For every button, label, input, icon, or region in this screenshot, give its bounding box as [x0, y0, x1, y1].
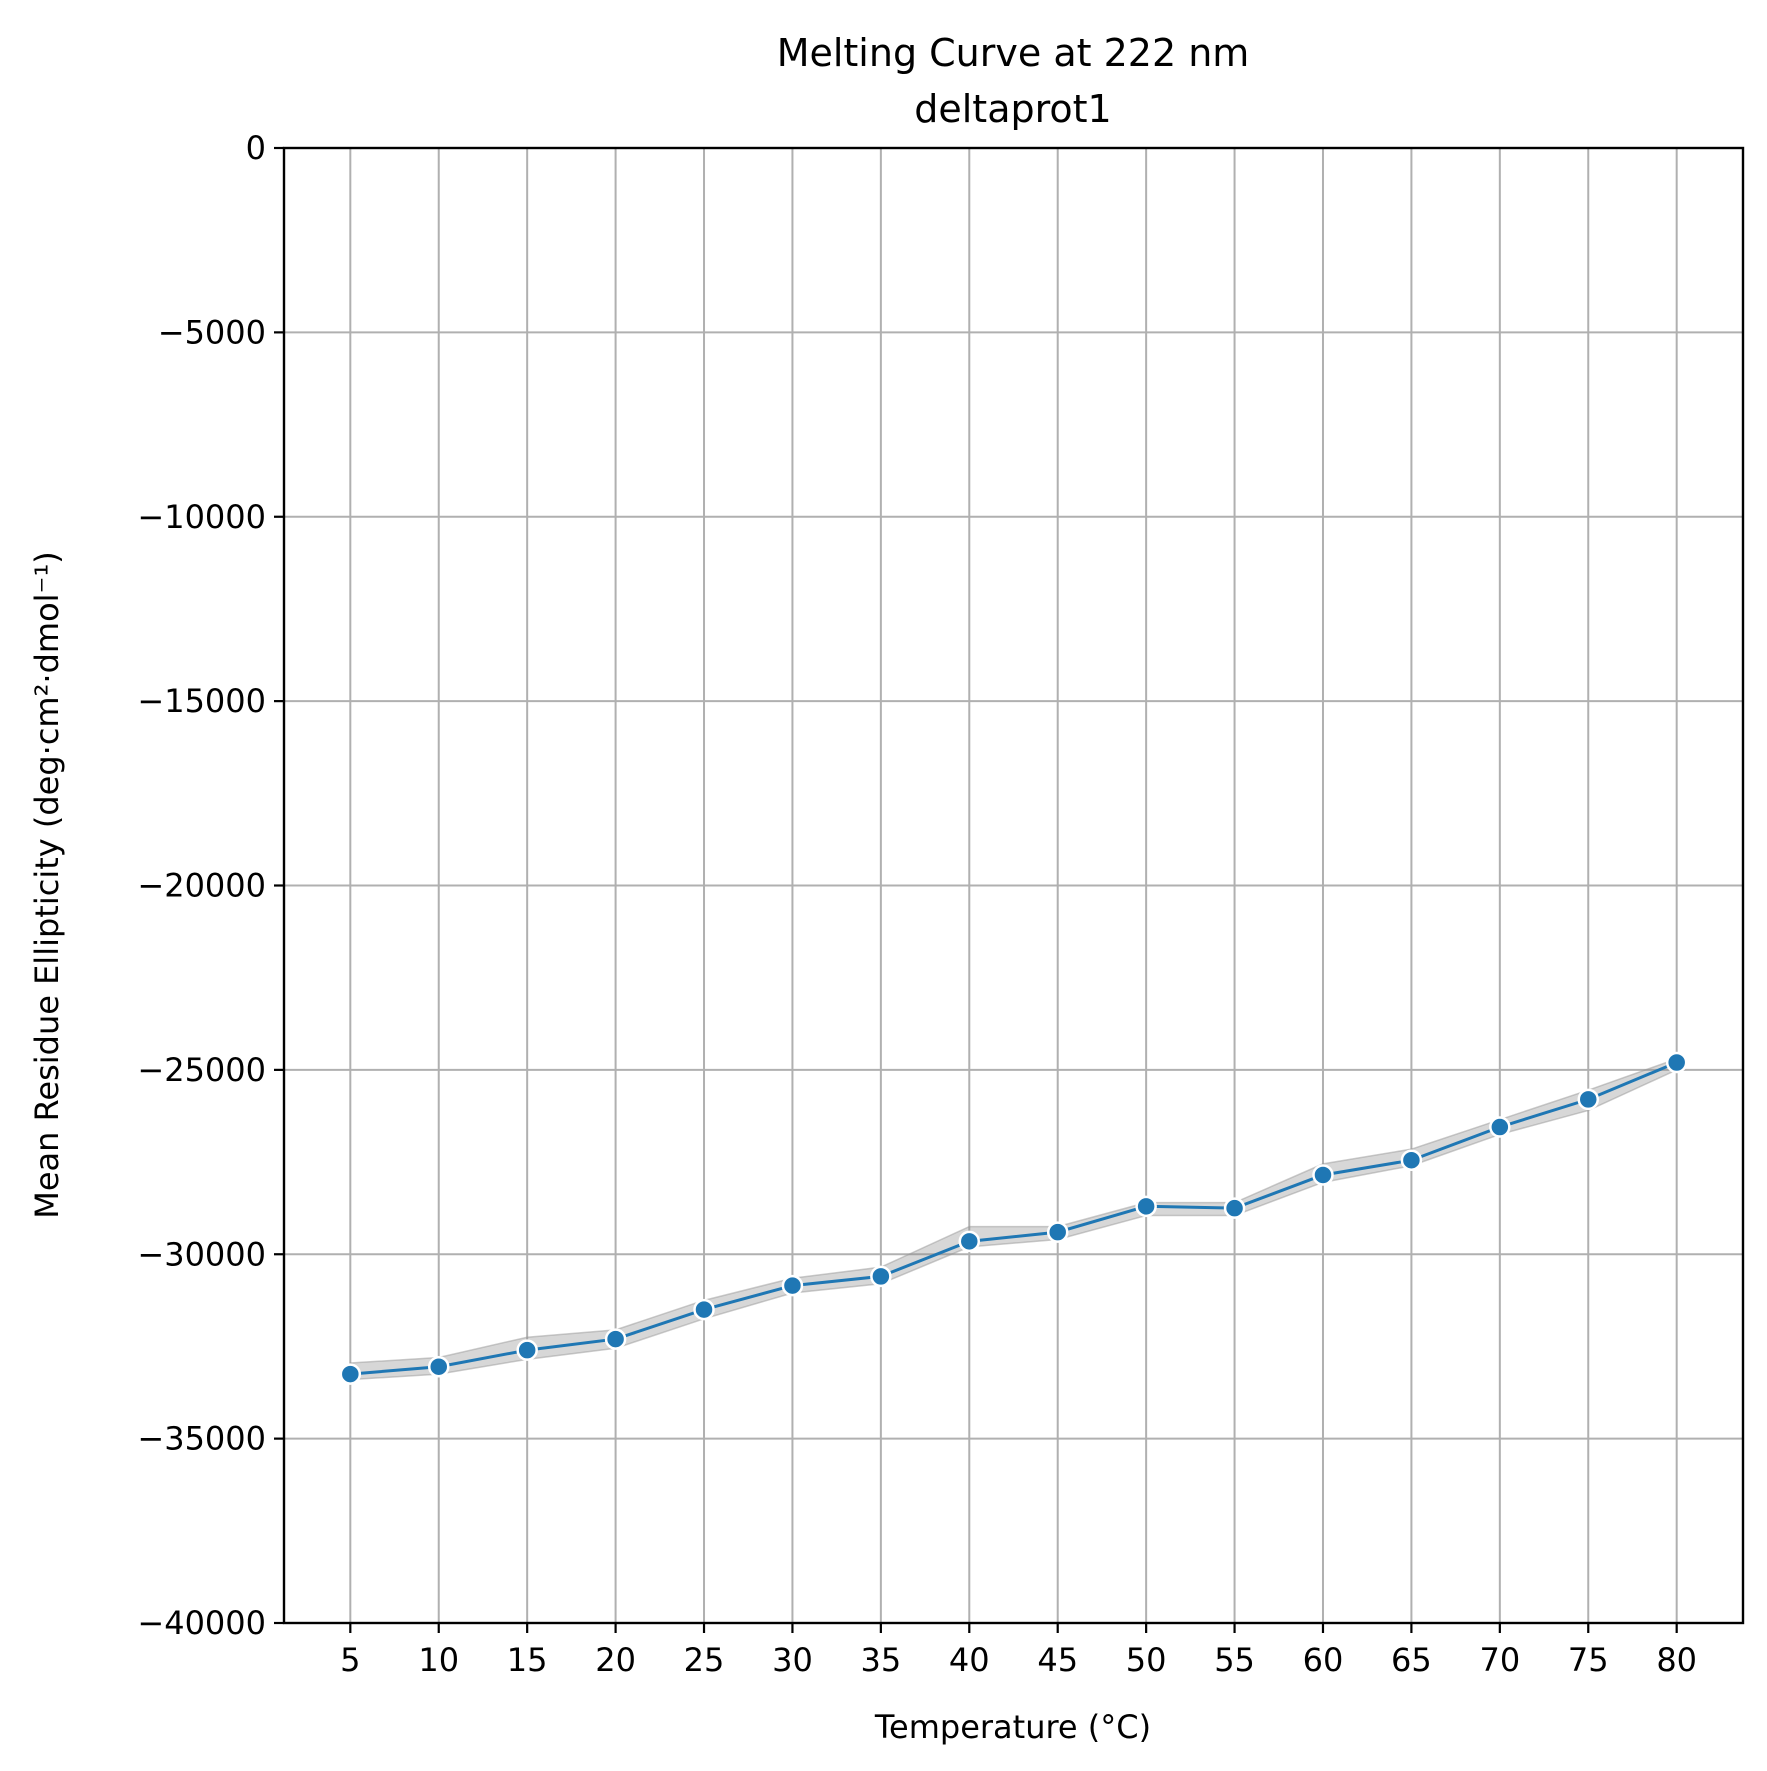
x-tick-label: 25	[684, 1641, 725, 1679]
data-point	[1223, 1197, 1246, 1219]
y-tick-label: −15000	[137, 682, 266, 720]
x-tick-label: 30	[772, 1641, 813, 1679]
x-tick-label: 15	[507, 1641, 548, 1679]
chart-title: Melting Curve at 222 nm	[777, 31, 1250, 75]
data-point	[870, 1265, 892, 1288]
x-tick-label: 5	[340, 1641, 360, 1679]
x-tick-label: 75	[1568, 1641, 1609, 1679]
data-point	[958, 1230, 981, 1253]
x-tick-label: 80	[1656, 1641, 1697, 1679]
x-axis-label: Temperature (°C)	[874, 1708, 1151, 1746]
x-tick-label: 55	[1214, 1641, 1255, 1679]
y-tick-label: −20000	[137, 867, 266, 905]
data-point	[1577, 1088, 1600, 1111]
data-point	[516, 1339, 538, 1361]
x-tick-label: 40	[949, 1641, 990, 1679]
x-tick-label: 45	[1037, 1641, 1078, 1679]
grid-lines	[284, 147, 1743, 1624]
y-tick-label: −10000	[137, 498, 266, 536]
x-tick-label: 10	[418, 1641, 459, 1679]
x-tick-label: 20	[595, 1641, 636, 1679]
y-axis-ticks: 0 −5000 −10000 −15000 −20000 −25000 −30000 −350…	[137, 129, 284, 1642]
series-line	[350, 1061, 1678, 1376]
y-tick-label: −30000	[137, 1235, 266, 1273]
data-point	[693, 1298, 715, 1321]
data-point	[1400, 1149, 1423, 1171]
x-tick-label: 65	[1391, 1641, 1432, 1679]
x-tick-label: 70	[1479, 1641, 1520, 1679]
y-tick-label: −35000	[137, 1420, 266, 1458]
data-point	[1135, 1195, 1157, 1218]
y-tick-label: 0	[246, 129, 266, 167]
x-axis-ticks: 5 10 15 20 25 30 35 40 45 50 55 60 65 70 75 80	[340, 1623, 1697, 1679]
x-tick-label: 35	[861, 1641, 902, 1679]
data-point	[1046, 1221, 1069, 1243]
x-tick-label: 60	[1303, 1641, 1344, 1679]
y-axis-label: Mean Residue Ellipticity (deg·cm²·dmol⁻¹…	[28, 551, 66, 1219]
data-point	[427, 1355, 450, 1378]
data-point	[1312, 1164, 1334, 1186]
data-point	[1489, 1116, 1511, 1138]
y-tick-label: −40000	[137, 1604, 266, 1642]
data-point	[1665, 1051, 1688, 1074]
data-series	[339, 1051, 1688, 1385]
chart-subtitle: deltaprot1	[914, 87, 1111, 131]
data-point	[781, 1274, 804, 1297]
y-tick-label: −5000	[158, 313, 266, 351]
data-point	[339, 1363, 362, 1385]
data-point	[604, 1328, 627, 1350]
x-tick-label: 50	[1126, 1641, 1167, 1679]
y-tick-label: −25000	[137, 1051, 266, 1089]
